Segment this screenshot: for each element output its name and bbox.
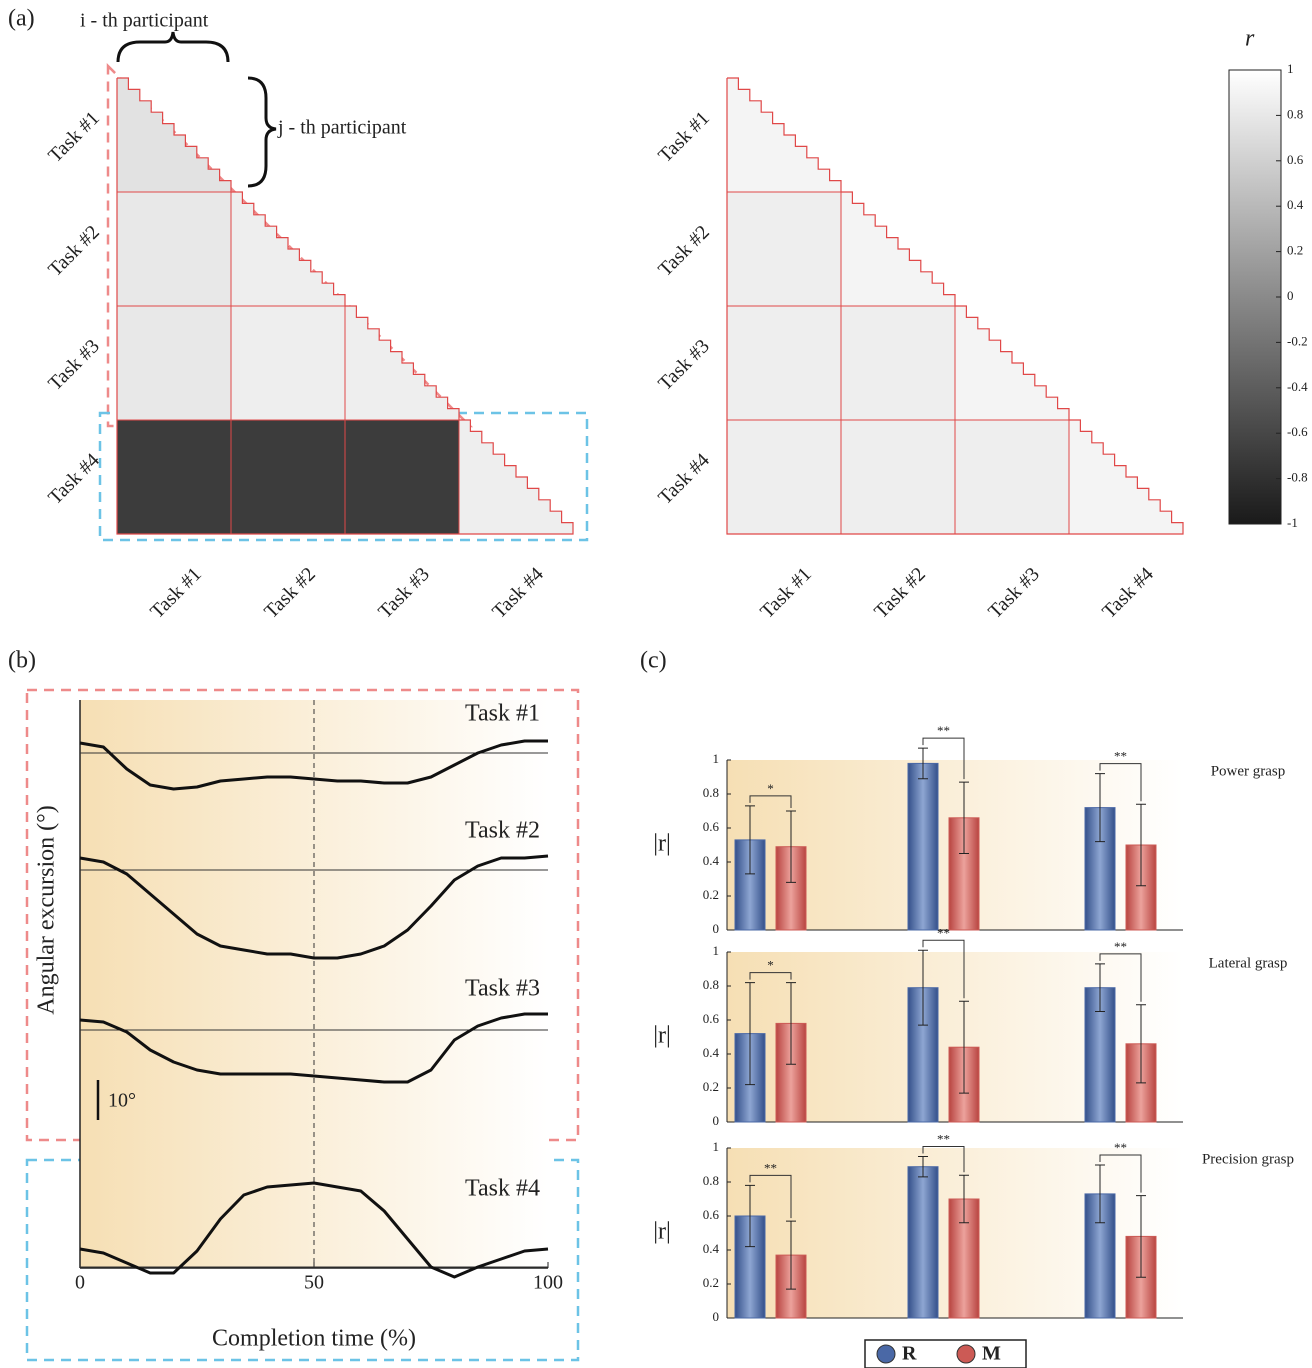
column-label: Task #1	[146, 563, 206, 623]
heatmap-block	[727, 306, 841, 420]
row-label: Task #4	[44, 449, 104, 509]
colorbar-tick-label: -0.4	[1287, 379, 1308, 394]
y-axis-label: |r|	[653, 1023, 671, 1049]
colorbar-tick-label: 0.4	[1287, 197, 1304, 212]
y-tick-label: 0.2	[703, 1275, 719, 1290]
legend-label: M	[982, 1343, 1001, 1365]
panel-label: (b)	[8, 648, 36, 674]
x-tick-label: 50	[304, 1272, 324, 1294]
colorbar-tick-label: 0	[1287, 288, 1294, 303]
bar	[908, 1167, 938, 1318]
heatmap-block	[117, 306, 231, 420]
bar	[908, 763, 938, 930]
significance-label: **	[937, 723, 950, 738]
heatmap-block	[727, 420, 841, 534]
y-tick-label: 0.4	[703, 853, 720, 868]
significance-label: **	[1114, 1140, 1127, 1155]
colorbar-tick-label: -0.2	[1287, 333, 1308, 348]
y-tick-label: 0.4	[703, 1241, 720, 1256]
row-label: Task #2	[44, 221, 104, 281]
brace	[118, 32, 228, 62]
colorbar-tick-label: 0.6	[1287, 152, 1304, 167]
significance-label: **	[1114, 939, 1127, 954]
y-tick-label: 0.6	[703, 1207, 720, 1222]
y-axis-label: Angular excursion (°)	[34, 805, 60, 1015]
significance-label: *	[767, 781, 774, 796]
y-tick-label: 1	[713, 751, 720, 766]
series-label: Task #3	[465, 976, 540, 1002]
colorbar-title: r	[1245, 26, 1255, 52]
y-tick-label: 0.6	[703, 1011, 720, 1026]
colorbar	[1229, 70, 1281, 524]
panel-label: (a)	[8, 6, 35, 32]
x-axis-label: Completion time (%)	[212, 1326, 416, 1352]
y-tick-label: 0.6	[703, 819, 720, 834]
row-label: Task #1	[654, 107, 714, 167]
grasp-label: Power grasp	[1211, 763, 1286, 779]
scale-bar-label: 10°	[108, 1090, 136, 1112]
y-tick-label: 0	[713, 921, 720, 936]
y-tick-label: 1	[713, 943, 720, 958]
colorbar-tick-label: -1	[1287, 515, 1298, 530]
annotation: j - th participant	[277, 117, 407, 139]
column-label: Task #3	[984, 563, 1044, 623]
y-tick-label: 0.4	[703, 1045, 720, 1060]
heatmap-block	[231, 420, 345, 534]
heatmap-block	[117, 192, 231, 306]
significance-label: **	[937, 1131, 950, 1146]
y-tick-label: 0.8	[703, 977, 719, 992]
grasp-label: Lateral grasp	[1209, 955, 1288, 971]
colorbar-tick-label: -0.6	[1287, 424, 1308, 439]
heatmap-block	[727, 192, 841, 306]
row-label: Task #2	[654, 221, 714, 281]
heatmap-block	[231, 306, 345, 420]
series-label: Task #1	[465, 701, 540, 727]
legend-label: R	[902, 1343, 917, 1365]
legend-swatch	[957, 1345, 975, 1363]
significance-label: **	[937, 925, 950, 940]
column-label: Task #3	[374, 563, 434, 623]
y-axis-label: |r|	[653, 831, 671, 857]
heatmap-block	[841, 420, 955, 534]
row-label: Task #3	[44, 335, 104, 395]
heatmap-block	[955, 420, 1069, 534]
column-label: Task #4	[1098, 563, 1158, 623]
x-tick-label: 100	[533, 1272, 563, 1294]
row-label: Task #1	[44, 107, 104, 167]
significance-label: **	[764, 1160, 777, 1175]
figure: (a) (b) (c) Task #1 Task #1 Task #2 Task #2…	[0, 0, 1312, 1368]
series-label: Task #4	[465, 1176, 540, 1202]
panel-label: (c)	[640, 648, 667, 674]
y-tick-label: 0.2	[703, 1079, 719, 1094]
significance-label: **	[1114, 749, 1127, 764]
row-label: Task #3	[654, 335, 714, 395]
heatmap-block	[345, 420, 459, 534]
y-tick-label: 0	[713, 1309, 720, 1324]
column-label: Task #1	[756, 563, 816, 623]
column-label: Task #2	[870, 563, 930, 623]
colorbar-tick-label: 0.2	[1287, 243, 1303, 258]
grasp-label: Precision grasp	[1202, 1151, 1294, 1167]
annotation: i - th participant	[80, 10, 209, 32]
heatmap-block	[117, 420, 231, 534]
y-tick-label: 0	[713, 1113, 720, 1128]
column-label: Task #4	[488, 563, 548, 623]
y-axis-label: |r|	[653, 1219, 671, 1245]
colorbar-tick-label: -0.8	[1287, 470, 1308, 485]
colorbar-tick-label: 1	[1287, 61, 1294, 76]
y-tick-label: 0.2	[703, 887, 719, 902]
y-tick-label: 0.8	[703, 785, 719, 800]
y-tick-label: 0.8	[703, 1173, 719, 1188]
colorbar-tick-label: 0.8	[1287, 106, 1303, 121]
x-tick-label: 0	[75, 1272, 85, 1294]
brace	[248, 78, 276, 186]
series-label: Task #2	[465, 818, 540, 844]
heatmap-block	[841, 306, 955, 420]
legend-swatch	[877, 1345, 895, 1363]
row-label: Task #4	[654, 449, 714, 509]
y-tick-label: 1	[713, 1139, 720, 1154]
column-label: Task #2	[260, 563, 320, 623]
significance-label: *	[767, 958, 774, 973]
